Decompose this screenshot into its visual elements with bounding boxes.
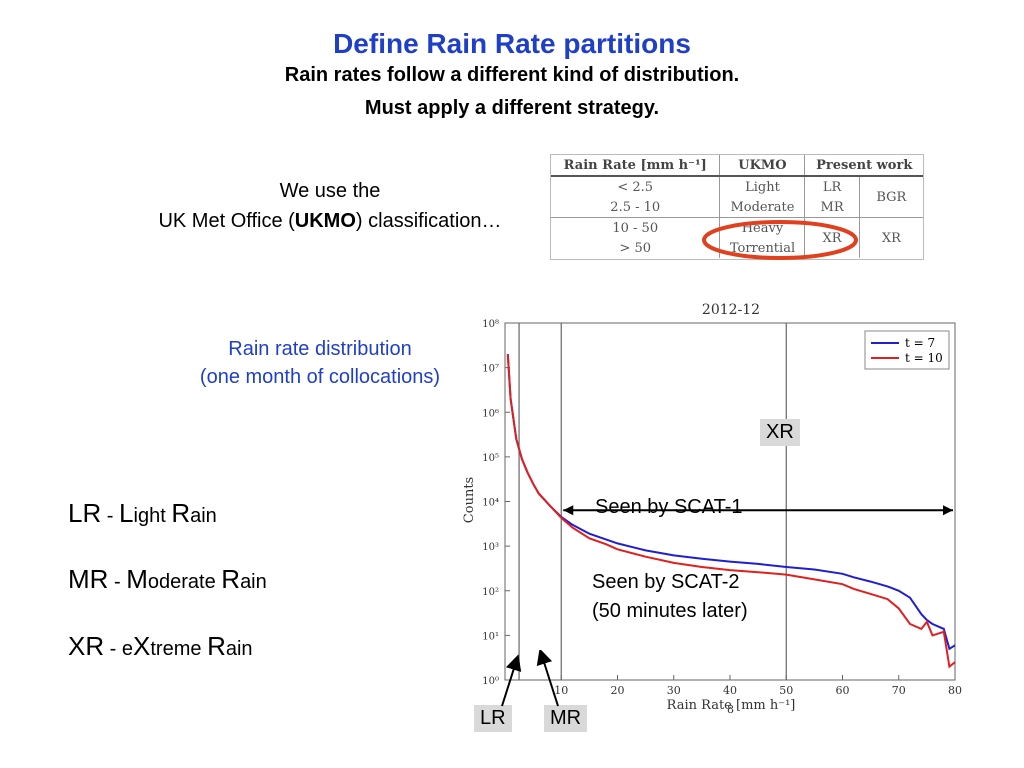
highlight-ellipse bbox=[702, 220, 858, 260]
page-number: 8 bbox=[727, 703, 734, 716]
mr-pointer-label: MR bbox=[544, 705, 588, 732]
x-axis-label: Rain Rate [mm h⁻¹] bbox=[667, 698, 796, 713]
y-tick-label: 10¹ bbox=[482, 631, 499, 642]
def-rest: ain bbox=[190, 505, 217, 527]
table-cell: > 50 bbox=[551, 238, 721, 258]
legend-label: t = 7 bbox=[905, 336, 935, 350]
xr-label: XR bbox=[760, 419, 800, 446]
def-abbr: MR bbox=[68, 564, 109, 594]
def-cap: L bbox=[119, 498, 134, 528]
def-cap: M bbox=[126, 564, 148, 594]
table-cell: Torrential bbox=[719, 238, 806, 258]
ukmo-line-1: We use the bbox=[279, 180, 381, 202]
x-tick-label: 70 bbox=[892, 684, 906, 697]
x-tick-label: 30 bbox=[667, 684, 681, 697]
y-tick-label: 10⁸ bbox=[482, 319, 499, 330]
y-tick-label: 10⁵ bbox=[482, 453, 499, 464]
ukmo-line-2-post: ) classification… bbox=[355, 210, 502, 232]
ukmo-line-2-pre: UK Met Office ( bbox=[158, 210, 295, 232]
pointer-arrows bbox=[501, 650, 559, 707]
x-tick-label: 60 bbox=[836, 684, 850, 697]
def-dash: - bbox=[108, 571, 127, 593]
table-row: > 50 Torrential bbox=[551, 238, 923, 258]
scat2-line-1: Seen by SCAT-2 bbox=[592, 571, 740, 593]
table-row: 2.5 - 10 Moderate MR bbox=[551, 197, 923, 218]
x-tick-label: 50 bbox=[779, 684, 793, 697]
def-rest: oderate bbox=[147, 571, 222, 593]
table-cell: MR bbox=[804, 197, 860, 218]
def-dash: - bbox=[104, 638, 122, 660]
lr-pointer-label: LR bbox=[474, 705, 512, 732]
def-pre: e bbox=[121, 638, 134, 660]
table-cell: Light bbox=[719, 176, 806, 197]
page-title: Define Rain Rate partitions bbox=[333, 28, 691, 59]
def-cap: X bbox=[133, 631, 151, 661]
legend-label: t = 10 bbox=[905, 351, 943, 365]
y-tick-label: 10² bbox=[482, 587, 499, 598]
distribution-line-2: (one month of collocations) bbox=[199, 366, 441, 388]
def-cap: R bbox=[171, 498, 191, 528]
scat2-line-2: (50 minutes later) bbox=[592, 600, 748, 622]
subtitle-line-2: Must apply a different strategy. bbox=[364, 97, 660, 119]
distribution-line-1: Rain rate distribution bbox=[228, 338, 412, 360]
x-tick-label: 10 bbox=[554, 684, 568, 697]
classification-table: Rain Rate [mm h⁻¹] UKMO Present work < 2… bbox=[551, 155, 923, 258]
plot-frame bbox=[504, 322, 956, 681]
definition-lr: LR - Light Rain bbox=[68, 498, 217, 529]
y-tick-label: 10⁷ bbox=[482, 364, 499, 375]
chart-content: 10 20 30 40 50 60 70 80 10⁰ 10¹ 10² 10³ 10⁴ 10⁵ 10⁶ 10⁷… bbox=[482, 319, 962, 697]
table-cell: 10 - 50 bbox=[551, 217, 721, 238]
table-cell-group-bgr: BGR bbox=[876, 189, 907, 205]
def-cap: R bbox=[221, 564, 241, 594]
table-header-row: Rain Rate [mm h⁻¹] UKMO Present work bbox=[551, 155, 923, 177]
def-rest: ight bbox=[133, 505, 172, 527]
def-dash: - bbox=[101, 505, 120, 527]
ukmo-line-2: UK Met Office (UKMO) classification… bbox=[100, 206, 560, 236]
y-tick-label: 10⁴ bbox=[482, 498, 499, 509]
chart-legend bbox=[864, 330, 950, 370]
def-abbr: LR bbox=[68, 498, 102, 528]
y-tick-label: 10⁶ bbox=[482, 408, 499, 419]
y-tick-label: 10³ bbox=[482, 542, 499, 553]
def-rest: treme bbox=[150, 638, 208, 660]
mr-arrow bbox=[536, 650, 559, 707]
x-tick-label: 80 bbox=[948, 684, 962, 697]
definition-xr: XR - eXtreme Rain bbox=[68, 631, 253, 662]
xr-arrow-right-head bbox=[943, 505, 953, 516]
red-ellipse-shape bbox=[702, 220, 858, 260]
y-axis-label: Counts bbox=[462, 477, 477, 523]
def-rest: ain bbox=[225, 638, 253, 660]
table-cell: < 2.5 bbox=[551, 176, 721, 197]
y-tick-label: 10⁰ bbox=[482, 676, 499, 687]
table-header: Rain Rate [mm h⁻¹] bbox=[551, 155, 721, 177]
classification-table-image: Rain Rate [mm h⁻¹] UKMO Present work < 2… bbox=[550, 154, 924, 260]
table-header: UKMO bbox=[719, 155, 806, 177]
table-header: Present work bbox=[804, 155, 923, 177]
chart-title: 2012-12 bbox=[702, 302, 760, 318]
scat1-label: Seen by SCAT-1 bbox=[595, 496, 743, 518]
series-line-t10 bbox=[506, 354, 956, 669]
distribution-description: Rain rate distribution (one month of col… bbox=[170, 335, 470, 391]
subtitle-line-1: Rain rates follow a different kind of di… bbox=[284, 64, 740, 86]
table-cell-group-xr: XR bbox=[859, 217, 923, 258]
x-tick-label: 20 bbox=[611, 684, 625, 697]
xr-arrow-left-head bbox=[563, 505, 574, 516]
def-abbr: XR bbox=[68, 631, 105, 661]
ukmo-description: We use the UK Met Office (UKMO) classifi… bbox=[100, 176, 560, 236]
x-tick-label: 40 bbox=[723, 684, 737, 697]
table-cell: Moderate bbox=[719, 197, 806, 218]
def-cap: R bbox=[207, 631, 226, 661]
scat2-label: Seen by SCAT-2 (50 minutes later) bbox=[592, 568, 748, 626]
definition-mr: MR - Moderate Rain bbox=[68, 564, 267, 595]
table-row: < 2.5 Light LR BGR bbox=[551, 176, 923, 205]
rain-rate-chart: 2012-12 Rain Rate [mm h⁻¹] Counts 8 10 20… bbox=[462, 302, 962, 716]
ukmo-abbr: UKMO bbox=[294, 210, 356, 232]
lr-arrow bbox=[501, 654, 522, 707]
def-rest: ain bbox=[240, 571, 267, 593]
table-cell: LR bbox=[804, 176, 860, 197]
table-cell: 2.5 - 10 bbox=[551, 197, 721, 218]
